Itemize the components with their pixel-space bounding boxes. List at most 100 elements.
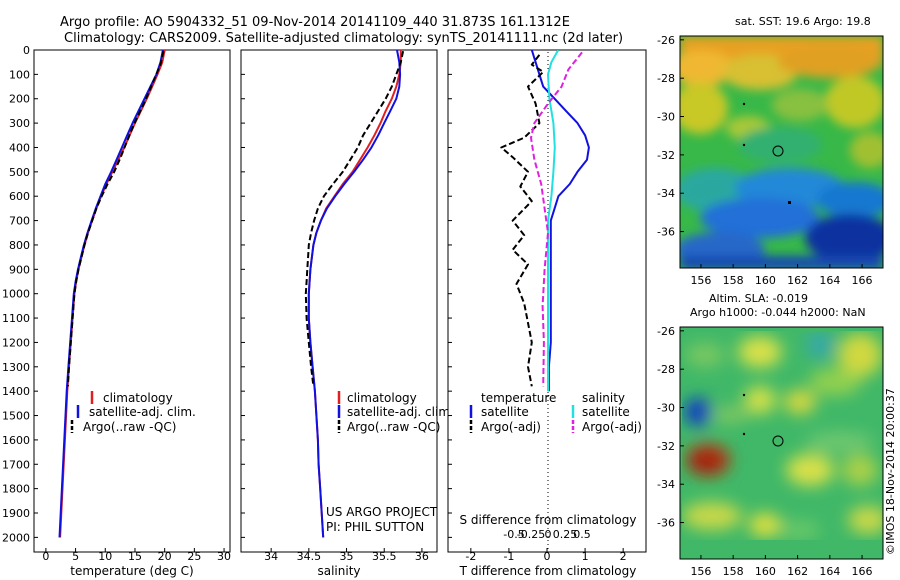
lat-tick-label: -34 xyxy=(657,187,675,200)
temperature-x-axis: 0 5 10 15 20 25 30 xyxy=(42,548,231,563)
x-tick-label: -1 xyxy=(503,550,514,563)
s-tick-label: -0.5 xyxy=(503,528,524,541)
series-line-satellite xyxy=(307,50,402,538)
depth-tick-label: 1100 xyxy=(2,312,30,325)
x-tick-label: 30 xyxy=(217,550,231,563)
difference-s-axis: -0.5-0.25 0 0.250.5 xyxy=(503,528,590,541)
legend-satellite-label: satellite-adj. clim. xyxy=(347,405,454,419)
sla-map-title-line1: Altim. SLA: -0.019 xyxy=(709,292,808,305)
x-tick-label: 35 xyxy=(340,550,354,563)
temperature-y-axis: 0 100 200 300 400 500 600 700 800 900 1000 1100 1200… xyxy=(2,44,38,544)
x-tick-label: 34.5 xyxy=(297,550,322,563)
sst-map-image xyxy=(680,36,883,268)
s-tick-label: -0.25 xyxy=(517,528,545,541)
lon-tick-label: 158 xyxy=(723,274,744,287)
lat-tick-label: -30 xyxy=(657,111,675,124)
x-tick-label: 0 xyxy=(544,550,551,563)
difference-panel: -2 -1 0 1 2 -0.5-0.25 0 0.250.5 S difference f… xyxy=(447,49,647,578)
depth-tick-label: 1600 xyxy=(2,434,30,447)
lon-tick-label: 164 xyxy=(819,565,840,578)
difference-y-ticks xyxy=(448,49,452,538)
legend-s-satellite-label: satellite xyxy=(582,405,630,419)
depth-tick-label: 0 xyxy=(23,44,30,57)
temperature-xlabel: temperature (deg C) xyxy=(70,564,193,578)
x-tick-label: 35.5 xyxy=(372,550,397,563)
sst-map-axes: 156 158 160 162 164 166 -26 -28 -30 -32 -34 -36 xyxy=(657,34,873,287)
lon-tick-label: 160 xyxy=(755,565,776,578)
lat-tick-label: -36 xyxy=(657,226,675,239)
x-tick-label: 25 xyxy=(187,550,201,563)
s-tick-label: 0 xyxy=(545,528,552,541)
legend-climatology-label: climatology xyxy=(347,391,417,405)
float-marker xyxy=(742,432,746,436)
lat-tick-label: -30 xyxy=(657,402,675,415)
lon-tick-label: 162 xyxy=(787,565,808,578)
x-tick-label: 34 xyxy=(264,550,278,563)
x-tick-label: 20 xyxy=(158,550,172,563)
sst-map-panel: sat. SST: 19.6 Argo: 19.8 xyxy=(657,15,884,287)
lat-tick-label: -28 xyxy=(657,72,675,85)
lon-tick-label: 156 xyxy=(690,565,711,578)
salinity-panel: 34 34.5 35 35.5 36 salinity climatology sate… xyxy=(240,49,454,578)
sla-map-panel: Altim. SLA: -0.019 Argo h1000: -0.044 h2… xyxy=(657,292,897,578)
depth-tick-label: 300 xyxy=(9,117,30,130)
depth-tick-label: 1400 xyxy=(2,385,30,398)
lon-tick-label: 162 xyxy=(787,274,808,287)
series-line-salinity-argo-adj xyxy=(530,51,583,387)
x-tick-label: 2 xyxy=(620,550,627,563)
lat-tick-label: -32 xyxy=(657,440,675,453)
salinity-y-ticks xyxy=(241,49,245,538)
depth-tick-label: 1300 xyxy=(2,361,30,374)
depth-tick-label: 2000 xyxy=(2,531,30,544)
x-tick-label: 1 xyxy=(582,550,589,563)
x-tick-label: 0 xyxy=(42,550,49,563)
x-tick-label: 10 xyxy=(98,550,112,563)
lon-tick-label: 160 xyxy=(755,274,776,287)
sla-map-title-line2: Argo h1000: -0.044 h2000: NaN xyxy=(690,306,866,319)
difference-x-axis: -2 -1 0 1 2 xyxy=(465,548,627,563)
depth-tick-label: 100 xyxy=(9,68,30,81)
salinity-axes-box xyxy=(240,49,438,553)
lat-tick-label: -36 xyxy=(657,517,675,530)
depth-tick-label: 600 xyxy=(9,190,30,203)
argo-location-marker xyxy=(772,435,784,447)
lon-tick-label: 164 xyxy=(819,274,840,287)
salinity-x-axis: 34 34.5 35 35.5 36 xyxy=(264,548,429,563)
temperature-legend: climatology satellite-adj. clim. Argo(..… xyxy=(70,391,196,434)
depth-tick-label: 900 xyxy=(9,263,30,276)
s-difference-label: S difference from climatology xyxy=(460,513,637,527)
depth-tick-label: 500 xyxy=(9,166,30,179)
depth-tick-label: 1500 xyxy=(2,410,30,423)
lon-tick-label: 166 xyxy=(852,565,873,578)
sla-map-image xyxy=(680,327,883,559)
imos-timestamp: ©IMOS 18-Nov-2014 20:00:37 xyxy=(884,388,897,555)
difference-lines xyxy=(500,50,590,392)
temperature-axes-box xyxy=(33,49,231,553)
temperature-lines xyxy=(58,50,166,538)
legend-argo-label: Argo(..raw -QC) xyxy=(347,420,440,434)
legend-temperature-title: temperature xyxy=(481,391,556,405)
sla-map-axes: 156 158 160 162 164 166 -26 -28 -30 -32 -34 -36 xyxy=(657,325,873,578)
temperature-panel: 0100200300400500600700800900100011001200… xyxy=(2,44,231,578)
figure-title-line1: Argo profile: AO 5904332_51 09-Nov-2014 … xyxy=(60,15,570,30)
sst-map-frame xyxy=(679,35,884,269)
depth-tick-label: 1200 xyxy=(2,336,30,349)
salinity-legend: climatology satellite-adj. clim. Argo(..… xyxy=(337,391,454,434)
legend-salinity-title: salinity xyxy=(582,391,625,405)
x-tick-label: 15 xyxy=(128,550,142,563)
x-tick-label: -2 xyxy=(465,550,476,563)
lat-tick-label: -26 xyxy=(657,34,675,47)
legend-argo-label: Argo(..raw -QC) xyxy=(83,420,176,434)
sla-map-frame xyxy=(679,326,884,560)
series-line-temperature-argo-adj xyxy=(500,54,545,387)
x-tick-label: 36 xyxy=(415,550,429,563)
project-annotation-line2: PI: PHIL SUTTON xyxy=(326,520,424,534)
t-difference-xlabel: T difference from climatology xyxy=(459,564,637,578)
series-line-argo xyxy=(304,50,405,387)
series-line-satellite xyxy=(58,50,164,538)
legend-climatology-label: climatology xyxy=(103,391,173,405)
s-tick-label: 0.25 xyxy=(553,528,578,541)
legend-t-satellite-label: satellite xyxy=(481,405,529,419)
salinity-lines xyxy=(304,50,405,538)
